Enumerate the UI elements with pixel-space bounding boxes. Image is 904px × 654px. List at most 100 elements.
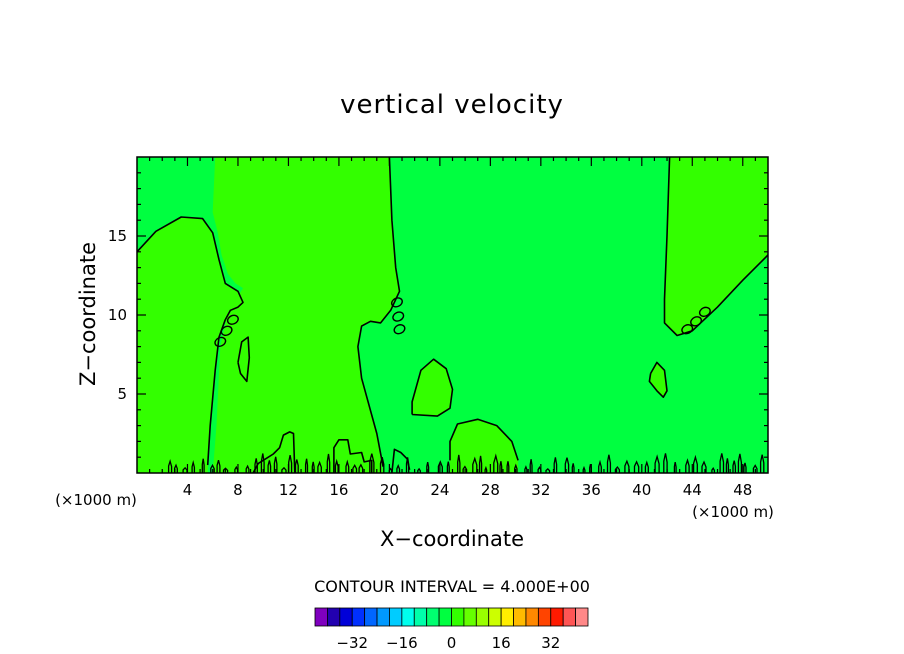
surface-contour (379, 457, 385, 473)
colorbar: −32 −16 0 16 32 (314, 607, 589, 652)
surface-contour (345, 459, 350, 473)
surface-contour (326, 453, 331, 473)
x-tick-label: 44 (683, 481, 702, 499)
surface-contour (743, 462, 747, 473)
plot-area (137, 157, 768, 473)
contour-interval-label: CONTOUR INTERVAL = 4.000E+00 (314, 577, 590, 596)
colorbar-swatch (339, 607, 353, 627)
surface-contour (606, 454, 612, 473)
colorbar-swatch (475, 607, 490, 627)
colorbar-swatch (401, 607, 415, 627)
contour-loop (220, 325, 233, 336)
colorbar-swatch (488, 607, 502, 627)
surface-contour (582, 465, 586, 473)
surface-contour (462, 465, 468, 473)
surface-contour (654, 454, 660, 473)
colorbar-swatch (463, 607, 477, 627)
surface-contour (216, 460, 221, 473)
colorbar-swatch (376, 607, 390, 627)
chart-title: vertical velocity (340, 90, 564, 120)
contour-loop (393, 324, 406, 335)
surface-contour (311, 461, 315, 473)
surface-contour (254, 458, 258, 473)
surface-contour (260, 453, 265, 473)
contour-fill-region (412, 359, 453, 417)
x-tick-label: 24 (430, 481, 449, 499)
surface-contour (273, 456, 278, 473)
surface-contour (529, 459, 533, 473)
surface-contour (396, 464, 401, 473)
surface-contour (267, 460, 272, 473)
contour-line (252, 431, 296, 473)
surface-contour (692, 454, 698, 473)
surface-contour (673, 461, 677, 473)
y-axis-label: Z−coordinate (76, 242, 100, 386)
surface-contour (514, 463, 518, 473)
colorbar-swatch (575, 607, 589, 627)
contour-fill-region (450, 419, 519, 473)
colorbar-swatch (562, 607, 576, 627)
x-tick-label: 28 (481, 481, 500, 499)
surface-contour (457, 454, 461, 473)
contour-line (333, 438, 373, 473)
contour-loop (690, 316, 703, 327)
surface-contour (624, 459, 630, 473)
surface-contour (752, 464, 758, 473)
contour-line (648, 361, 668, 399)
contour-line (357, 157, 401, 467)
surface-contour (732, 460, 737, 473)
surface-contour (201, 458, 205, 473)
y-tick-label: 10 (108, 306, 127, 324)
surface-contour (564, 457, 570, 473)
surface-contour (352, 463, 358, 473)
colorbar-swatch (525, 607, 539, 627)
surface-contour (685, 458, 690, 473)
x-tick-label: 20 (380, 481, 399, 499)
surface-contour (369, 453, 375, 473)
surface-contour (759, 454, 765, 473)
surface-contour (304, 458, 309, 473)
surface-contour (725, 458, 730, 473)
x-tick-label: 16 (329, 481, 348, 499)
surface-contour (506, 461, 510, 473)
x-axis-label: X−coordinate (380, 527, 524, 551)
x-tick-label: 8 (233, 481, 243, 499)
surface-contour (571, 463, 575, 473)
contour-line (449, 418, 519, 461)
colorbar-swatch (451, 607, 465, 627)
surface-contour (405, 457, 410, 473)
surface-contour (245, 464, 250, 473)
colorbar-swatch (364, 607, 378, 627)
surface-contour (317, 460, 322, 473)
contour-loop (214, 336, 227, 348)
colorbar-swatch (550, 607, 564, 627)
contour-loop (392, 311, 405, 322)
surface-contour (553, 457, 558, 473)
surface-contour (222, 467, 229, 473)
surface-contour (358, 463, 364, 473)
surface-contour (524, 465, 528, 473)
surface-contour (294, 459, 299, 473)
surface-contour (167, 459, 173, 473)
colorbar-swatch (537, 607, 552, 627)
surface-contour (598, 459, 602, 473)
surface-contour (478, 455, 483, 473)
colorbar-swatch (426, 607, 440, 627)
x-tick-label: 4 (183, 481, 193, 499)
contour-loop (390, 297, 403, 308)
colorbar-tick-label: 0 (447, 634, 457, 652)
surface-contour (633, 460, 640, 473)
x-unit-right: (×1000 m) (692, 503, 774, 521)
colorbar-swatch (389, 607, 403, 627)
colorbar-tick-label: −32 (336, 634, 368, 652)
colorbar-swatch (314, 607, 328, 627)
x-tick-label: 40 (632, 481, 651, 499)
colorbar-swatch (500, 607, 514, 627)
x-tick-label: 36 (582, 481, 601, 499)
surface-contour (493, 453, 499, 473)
contour-line (411, 358, 454, 417)
contour-line (237, 336, 251, 383)
x-unit-left: (×1000 m) (55, 491, 137, 509)
